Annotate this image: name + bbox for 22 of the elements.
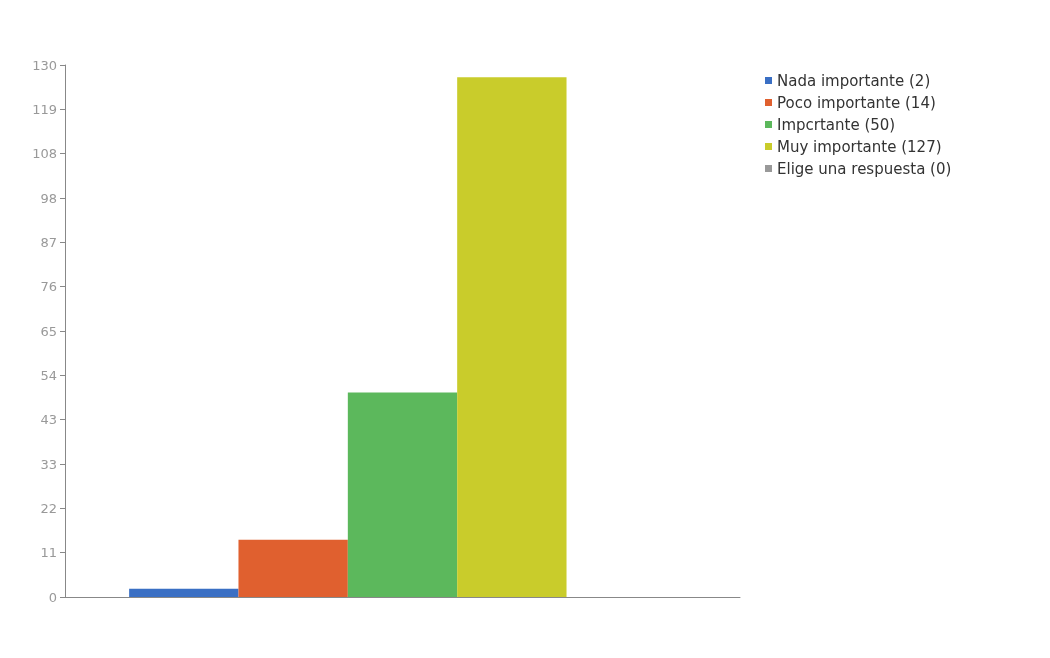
legend-label: Poco importante (14) — [777, 93, 936, 112]
y-tick-label: 108 — [32, 146, 57, 162]
y-tick-label: 33 — [40, 456, 57, 472]
legend-label: Elige una respuesta (0) — [777, 159, 952, 178]
y-tick-label: 130 — [32, 57, 57, 73]
legend-label: Muy importante (127) — [777, 137, 942, 156]
bar — [238, 539, 348, 597]
bar — [457, 77, 567, 597]
legend-label: Nada importante (2) — [777, 71, 931, 90]
y-tick-label: 98 — [40, 190, 57, 206]
bar — [347, 392, 458, 597]
y-tick-label: 65 — [40, 323, 57, 339]
y-tick-label: 0 — [48, 589, 57, 605]
legend-label: Impcrtante (50) — [777, 115, 896, 134]
y-tick-label: 43 — [40, 412, 57, 428]
y-tick-label: 76 — [40, 279, 57, 295]
y-tick-label: 22 — [40, 500, 57, 516]
y-tick-label: 87 — [40, 234, 57, 250]
bar — [129, 588, 239, 597]
y-tick-label: 11 — [40, 545, 57, 561]
y-tick-label: 54 — [40, 367, 57, 383]
y-tick-label: 119 — [32, 101, 57, 117]
